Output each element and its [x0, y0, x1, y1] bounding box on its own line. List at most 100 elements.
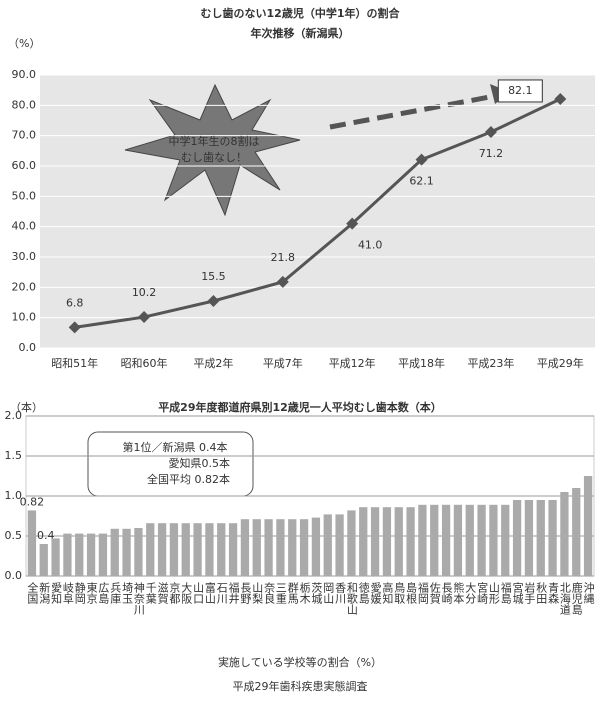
bar	[134, 528, 143, 576]
bar	[86, 533, 96, 576]
x-tick-label: 岡山	[322, 582, 335, 604]
x-tick-label: 三重	[274, 582, 287, 604]
x-tick-label: 奈良	[263, 581, 276, 605]
marker	[415, 153, 428, 166]
label-box	[497, 79, 543, 103]
plot-area	[40, 75, 595, 348]
arrow	[329, 93, 496, 130]
bar	[98, 533, 108, 576]
bar	[288, 519, 297, 576]
marker	[554, 92, 567, 105]
x-tick-label: 福島	[499, 581, 512, 605]
x-tick-label: 徳島	[357, 582, 370, 605]
x-tick-label: 石川	[215, 582, 228, 604]
x-tick-label: 鹿児島	[570, 581, 583, 616]
footer-text: 平成29年歯科疾患実態調査	[233, 679, 368, 693]
annotation: 愛知県0.5本	[169, 456, 231, 470]
x-tick-label: 広島	[97, 582, 110, 605]
y-tick-label: 0.0	[5, 569, 23, 582]
marker	[276, 275, 289, 288]
bar	[347, 510, 356, 576]
x-tick-label: 大分	[464, 581, 477, 604]
bar	[323, 514, 332, 576]
bar	[370, 507, 380, 576]
y-tick-label: 1.0	[5, 489, 23, 502]
marker	[68, 321, 81, 334]
y-tick-label: 60.0	[12, 159, 37, 172]
y-axis-label: （本）	[10, 400, 43, 414]
bar	[572, 488, 581, 576]
x-tick-label: 平成23年	[467, 356, 514, 370]
bar	[110, 528, 119, 576]
x-tick-label: 宮崎	[476, 581, 489, 604]
x-tick-label: 福井	[227, 581, 240, 605]
value-label: 0.4	[37, 529, 55, 542]
bar	[27, 510, 37, 576]
chart-title: 平成29年度都道府県別12歳児一人平均むし歯本数（本）	[158, 400, 442, 414]
y-tick-label: 10.0	[12, 311, 37, 324]
x-tick-label: 昭和60年	[121, 356, 168, 370]
x-tick-label: 青森	[547, 582, 560, 605]
x-tick-label: 山口	[192, 582, 205, 604]
x-tick-label: 滋賀	[156, 582, 169, 605]
y-tick-label: 50.0	[12, 189, 37, 202]
bar	[146, 523, 155, 576]
x-tick-label: 大阪	[180, 581, 193, 605]
y-tick-label: 2.0	[5, 409, 23, 422]
x-tick-label: 宮城	[511, 581, 524, 604]
x-tick-label: 静岡	[73, 581, 86, 605]
x-tick-label: 茨城	[310, 581, 323, 604]
marker	[138, 311, 151, 324]
x-tick-label: 岩手	[523, 581, 536, 605]
bar	[169, 523, 179, 576]
y-tick-label: 90.0	[12, 68, 37, 81]
x-tick-label: 熊本	[452, 581, 465, 605]
bar	[406, 507, 415, 576]
x-tick-label: 平成12年	[329, 356, 376, 370]
x-tick-label: 香川	[334, 582, 347, 604]
value-label: 41.0	[358, 239, 383, 252]
bar	[193, 523, 202, 576]
bar	[441, 504, 451, 576]
y-tick-label: 30.0	[12, 250, 37, 263]
starburst	[124, 83, 301, 217]
value-label: 6.8	[66, 296, 84, 309]
x-tick-label: 東京	[85, 582, 98, 605]
x-tick-label: 岐阜	[61, 582, 74, 605]
y-tick-label: 20.0	[12, 280, 37, 293]
y-tick-label: 1.5	[5, 449, 23, 462]
x-tick-label: 新潟	[38, 581, 51, 605]
x-tick-label: 秋田	[535, 581, 548, 604]
bar	[39, 544, 48, 576]
x-tick-label: 愛知	[50, 582, 63, 605]
bar	[299, 519, 309, 576]
bar	[63, 533, 72, 576]
y-tick-label: 40.0	[12, 220, 37, 233]
chart-title: むし歯のない12歳児（中学1年）の割合	[201, 6, 401, 20]
bar	[264, 519, 273, 576]
x-tick-label: 全国	[26, 581, 39, 605]
x-tick-label: 高知	[381, 581, 394, 605]
line-series	[74, 97, 561, 329]
value-label: 10.2	[132, 286, 157, 299]
x-tick-label: 千葉	[144, 582, 157, 604]
x-tick-label: 平成7年	[263, 356, 303, 370]
x-tick-label: 鳥取	[393, 581, 406, 605]
annotation: 全国平均 0.82本	[147, 472, 230, 486]
x-tick-label: 長崎	[440, 582, 453, 604]
bar	[122, 528, 131, 576]
x-tick-label: 佐賀	[428, 581, 441, 605]
bar	[311, 517, 321, 576]
x-tick-label: 長野	[239, 582, 252, 604]
bar	[548, 500, 557, 576]
bar	[560, 492, 569, 576]
value-label: 0.82	[20, 495, 45, 508]
bar	[382, 507, 392, 576]
bar	[524, 500, 534, 576]
x-tick-label: 神奈川	[132, 581, 145, 615]
bar	[489, 504, 498, 576]
value-label: 71.2	[479, 147, 504, 160]
x-tick-label: 島根	[405, 581, 418, 605]
